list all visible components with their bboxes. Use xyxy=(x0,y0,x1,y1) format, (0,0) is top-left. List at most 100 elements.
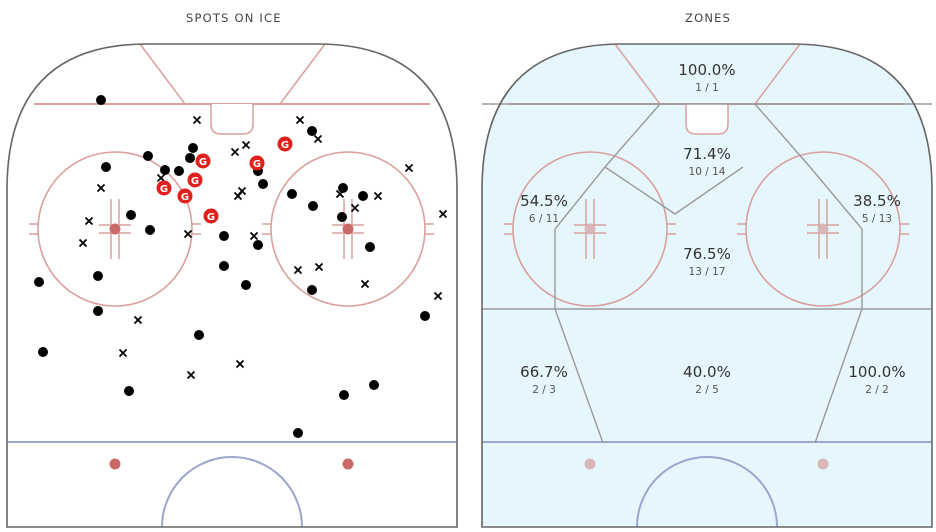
goal-marker xyxy=(187,172,203,188)
right-faceoff-circle xyxy=(270,151,426,307)
shot-dot xyxy=(365,242,375,252)
shot-dot xyxy=(160,165,170,175)
miss-x xyxy=(433,291,443,301)
trapezoid xyxy=(139,43,326,105)
left-hash-marks xyxy=(29,223,201,235)
left-faceoff-dot xyxy=(109,223,121,235)
zone-pct-behind-net: 100.0% xyxy=(678,61,735,79)
left-hash-marks xyxy=(504,223,676,235)
miss-x xyxy=(118,348,128,358)
miss-x xyxy=(249,231,259,241)
left-faceoff-hashes xyxy=(574,199,606,259)
shot-dot xyxy=(126,210,136,220)
miss-x xyxy=(78,238,88,248)
miss-x xyxy=(314,262,324,272)
goal-marker xyxy=(203,208,219,224)
left-neutral-dot xyxy=(109,458,121,470)
right-faceoff-dot xyxy=(817,223,829,235)
right-neutral-dot xyxy=(342,458,354,470)
miss-x xyxy=(295,115,305,125)
shot-dot xyxy=(358,191,368,201)
shot-dot xyxy=(253,240,263,250)
goal-crease xyxy=(210,104,254,135)
rink-outline xyxy=(481,43,933,528)
center-circle xyxy=(161,456,303,528)
goal-marker-label: G xyxy=(253,159,261,170)
zones-panel-title: ZONES xyxy=(685,11,732,25)
goal-marker-label: G xyxy=(207,212,215,223)
miss-x xyxy=(235,359,245,369)
goal-marker-label: G xyxy=(181,192,189,203)
left-faceoff-circle xyxy=(37,151,193,307)
zones-rink: 100.0% 1 / 1 71.4% 10 / 14 54.5% 6 / 11 38.5% 5… xyxy=(481,43,933,528)
zone-pct-left-circle: 54.5% xyxy=(520,192,568,210)
goal-marker xyxy=(177,188,193,204)
shot-dot xyxy=(258,179,268,189)
goal-marker-label: G xyxy=(160,184,168,195)
miss-x xyxy=(404,163,414,173)
zone-count-right-circle: 5 / 13 xyxy=(862,213,892,225)
shot-dot xyxy=(124,386,134,396)
miss-x xyxy=(230,147,240,157)
trapezoid xyxy=(614,43,801,105)
miss-x xyxy=(156,173,166,183)
miss-x xyxy=(233,191,243,201)
shot-dot xyxy=(38,347,48,357)
zone-count-slot-high: 10 / 14 xyxy=(689,166,726,178)
goal-marker-label: G xyxy=(191,176,199,187)
goal-marker xyxy=(249,155,265,171)
shot-dot xyxy=(174,166,184,176)
shot-dot xyxy=(293,428,303,438)
miss-x xyxy=(183,229,193,239)
right-faceoff-circle xyxy=(745,151,901,307)
zone-background xyxy=(482,44,932,527)
right-faceoff-dot xyxy=(342,223,354,235)
shot-dot xyxy=(369,380,379,390)
zone-count-left-point: 2 / 3 xyxy=(532,384,556,396)
zone-count-left-circle: 6 / 11 xyxy=(529,213,559,225)
miss-x xyxy=(335,189,345,199)
shot-dot xyxy=(339,390,349,400)
shot-dot xyxy=(287,189,297,199)
shot-dot xyxy=(307,126,317,136)
miss-x xyxy=(185,153,195,163)
miss-x xyxy=(360,279,370,289)
right-neutral-dot xyxy=(817,458,829,470)
zone-count-behind-net: 1 / 1 xyxy=(695,82,719,94)
shot-dot xyxy=(420,311,430,321)
shot-dot xyxy=(308,201,318,211)
zone-count-right-point: 2 / 2 xyxy=(865,384,889,396)
zone-count-center-point: 2 / 5 xyxy=(695,384,719,396)
miss-x xyxy=(96,183,106,193)
shot-dot xyxy=(241,280,251,290)
zone-count-slot-low: 13 / 17 xyxy=(689,266,726,278)
shot-dot xyxy=(93,306,103,316)
zone-pct-slot-low: 76.5% xyxy=(683,245,731,263)
miss-x xyxy=(313,134,323,144)
zone-pct-center-point: 40.0% xyxy=(683,363,731,381)
miss-x xyxy=(84,216,94,226)
shot-dot xyxy=(93,271,103,281)
shot-dot xyxy=(143,151,153,161)
zone-pct-slot-high: 71.4% xyxy=(683,145,731,163)
center-circle xyxy=(636,456,778,528)
right-hash-marks xyxy=(737,223,909,235)
shot-dot xyxy=(194,330,204,340)
zone-pct-left-point: 66.7% xyxy=(520,363,568,381)
miss-x xyxy=(438,209,448,219)
miss-x xyxy=(241,140,251,150)
goal-crease xyxy=(685,104,729,135)
shot-dot xyxy=(219,231,229,241)
shot-dot xyxy=(101,162,111,172)
shot-dot xyxy=(307,285,317,295)
rink-outline xyxy=(6,43,458,528)
goal-marker xyxy=(195,153,211,169)
shot-dot xyxy=(337,212,347,222)
miss-x xyxy=(192,115,202,125)
miss-x xyxy=(350,203,360,213)
goal-marker-label: G xyxy=(199,157,207,168)
miss-x xyxy=(133,315,143,325)
shot-dot xyxy=(219,261,229,271)
